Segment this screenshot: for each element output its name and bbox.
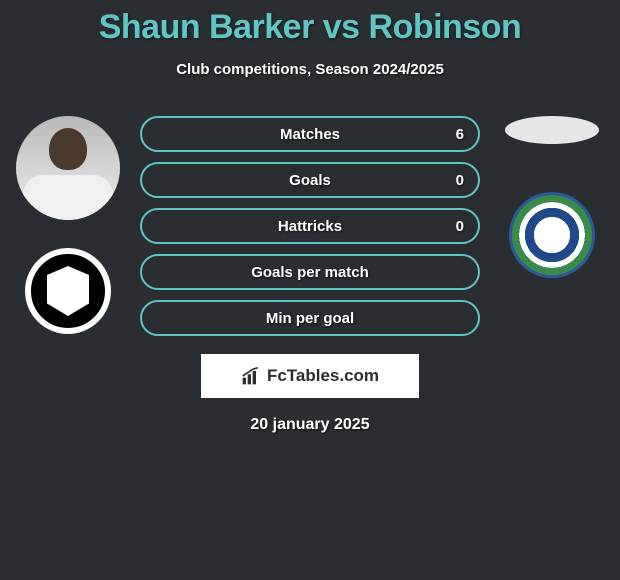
- stat-label: Matches: [142, 126, 478, 143]
- stat-right-value: 6: [456, 126, 464, 143]
- content-area: Matches 6 Goals 0 Hattricks 0 Goals per …: [0, 116, 620, 434]
- club-badge-right: [509, 192, 595, 278]
- stat-label: Goals: [142, 172, 478, 189]
- stat-row-matches: Matches 6: [140, 116, 480, 152]
- comparison-card: Shaun Barker vs Robinson Club competitio…: [0, 0, 620, 434]
- player-avatar-left: [16, 116, 120, 220]
- stat-row-goals-per-match: Goals per match: [140, 254, 480, 290]
- brand-box: FcTables.com: [201, 354, 419, 398]
- stat-right-value: 0: [456, 218, 464, 235]
- stat-row-hattricks: Hattricks 0: [140, 208, 480, 244]
- date-text: 20 january 2025: [140, 416, 480, 434]
- chart-icon: [241, 366, 261, 386]
- stat-row-goals: Goals 0: [140, 162, 480, 198]
- subtitle: Club competitions, Season 2024/2025: [0, 61, 620, 78]
- page-title: Shaun Barker vs Robinson: [0, 8, 620, 47]
- player-avatar-right: [505, 116, 599, 144]
- right-column: [492, 116, 612, 278]
- brand-text: FcTables.com: [267, 366, 379, 386]
- stats-column: Matches 6 Goals 0 Hattricks 0 Goals per …: [140, 116, 480, 434]
- stat-label: Goals per match: [142, 264, 478, 281]
- stat-label: Min per goal: [142, 310, 478, 327]
- stat-label: Hattricks: [142, 218, 478, 235]
- stat-right-value: 0: [456, 172, 464, 189]
- stat-row-min-per-goal: Min per goal: [140, 300, 480, 336]
- club-badge-left: [25, 248, 111, 334]
- left-column: [8, 116, 128, 334]
